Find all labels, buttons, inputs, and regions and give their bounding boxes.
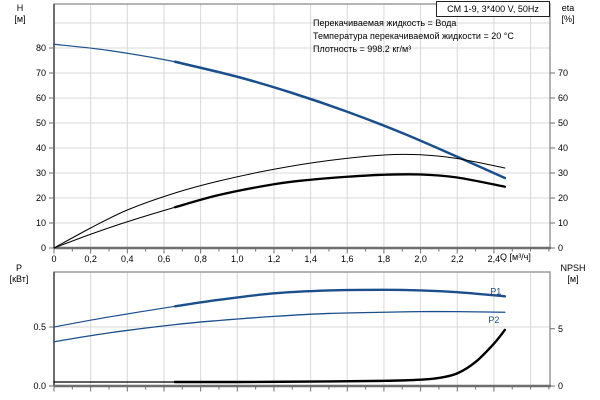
left-tick-label: 60 [36,93,46,103]
eta-pump-motor-curve-thick [173,173,507,209]
right-tick-label: 30 [558,168,568,178]
x-tick-label: 2,2 [451,254,464,264]
NPSH-curve-thick [173,328,507,384]
right-tick-label: 0 [558,381,563,391]
left-tick-label: 80 [36,43,46,53]
left-tick-label: 0.0 [33,381,46,391]
x-tick-label: 2,0 [414,254,427,264]
eta-axis-title-symbol: eta [561,3,575,13]
x-tick-label: 0,6 [158,254,171,264]
right-tick-label: 20 [558,193,568,203]
npsh-axis-title: NPSH [м] [550,263,596,285]
p-axis-title-symbol: P [15,263,22,273]
npsh-axis-title-symbol: NPSH [560,263,586,273]
eta-axis-title-unit: [%] [561,14,575,24]
left-axis-ticks: 0.0 0.5 [33,322,54,391]
x-tick-label: 1,4 [304,254,317,264]
head-efficiency-chart: 0 0,2 0,4 0,6 0,8 1,0 1,2 1,4 1,6 1,8 2,0 2,2 2,4 0 10… [36,3,568,264]
h-axis-title-symbol: H [16,3,24,13]
left-tick-label: 10 [36,218,46,228]
P2-curve [53,310,506,343]
left-tick-label: 0.5 [33,322,46,332]
p-axis-title-unit: [кВт] [9,274,29,284]
x-tick-label: 1,0 [231,254,244,264]
x-tick-label: 0,2 [84,254,97,264]
P1-curve-thick [173,288,507,308]
left-tick-label: 50 [36,118,46,128]
right-tick-label: 60 [558,93,568,103]
h-axis-title: H [м] [6,3,34,25]
npsh-axis-title-unit: [м] [567,274,579,284]
left-tick-label: 0 [41,243,46,253]
q-axis-title: Q [м³/ч] [500,252,531,262]
grid-lines [54,4,550,248]
x-tick-label: 0 [51,254,56,264]
right-axis-ticks: 05 [550,324,563,391]
left-tick-label: 30 [36,168,46,178]
x-tick-label: 0,4 [121,254,134,264]
left-tick-label: 20 [36,193,46,203]
right-tick-label: 0 [558,243,563,253]
p1-curve-label: P1 [490,287,501,297]
right-tick-label: 5 [558,324,563,334]
right-tick-label: 50 [558,118,568,128]
x-tick-label: 0,8 [194,254,207,264]
left-tick-label: 40 [36,143,46,153]
left-axis-ticks: 0 10 20 30 40 50 60 70 80 [36,43,54,253]
H-curve-thick [173,60,507,180]
fluid-info-line: Температура перекачиваемой жидкости = 20… [313,31,514,41]
fluid-info-line: Плотность = 998.2 кг/м³ [313,44,412,54]
h-axis-title-unit: [м] [14,14,26,24]
x-tick-label: 1,8 [378,254,391,264]
right-axis-ticks: 0 10 20 30 40 50 60 70 [550,68,568,253]
x-axis-ticks [53,387,550,392]
right-tick-label: 10 [558,218,568,228]
x-axis-ticks [53,249,550,254]
x-tick-label: 1,2 [268,254,281,264]
eta-axis-title: eta [%] [552,3,584,25]
fluid-info-block: Перекачиваемая жидкость = Вода Температу… [313,17,514,56]
pump-model-badge: CM 1-9, 3*400 V, 50Hz [436,1,550,17]
right-tick-label: 70 [558,68,568,78]
eta-pump-curve [53,153,506,249]
fluid-info-line: Перекачиваемая жидкость = Вода [313,18,457,28]
x-axis-tick-labels: 0 0,2 0,4 0,6 0,8 1,0 1,2 1,4 1,6 1,8 2,0 2,2 2,4 [51,254,500,264]
x-tick-label: 1,6 [341,254,354,264]
right-tick-label: 40 [558,143,568,153]
p2-curve-label: P2 [488,315,499,325]
x-tick-label: 2,4 [488,254,501,264]
left-tick-label: 70 [36,68,46,78]
p-axis-title: P [кВт] [2,263,36,285]
